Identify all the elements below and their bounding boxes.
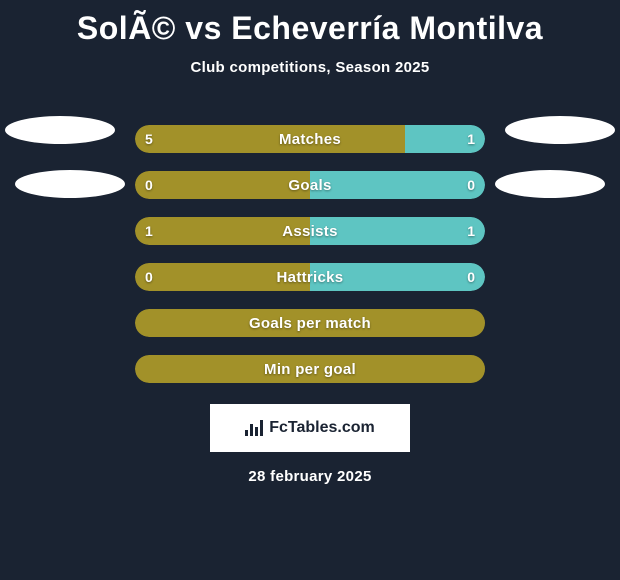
stat-row: Assists 1 1 xyxy=(0,208,620,254)
brand-box: FcTables.com xyxy=(210,404,410,452)
stat-value-right: 1 xyxy=(467,131,475,147)
stat-value-left: 5 xyxy=(145,131,153,147)
bar-chart-icon xyxy=(245,420,263,436)
stat-bar: Goals per match xyxy=(135,309,485,337)
brand-label: FcTables.com xyxy=(269,419,375,437)
stat-row: Goals 0 0 xyxy=(0,162,620,208)
stats-container: Matches51Goals00Assists11Hattricks00Goal… xyxy=(0,116,620,392)
stat-value-left: 1 xyxy=(145,223,153,239)
stat-value-right: 1 xyxy=(467,223,475,239)
stat-value-right: 0 xyxy=(467,177,475,193)
stat-label: Goals per match xyxy=(249,315,371,332)
stat-bar: Assists 1 1 xyxy=(135,217,485,245)
stat-row: Hattricks 0 0 xyxy=(0,254,620,300)
stat-bar: Matches 5 1 xyxy=(135,125,485,153)
bar-right xyxy=(310,171,485,199)
stat-bar: Goals 0 0 xyxy=(135,171,485,199)
stat-value-right: 0 xyxy=(467,269,475,285)
stat-label: Assists xyxy=(282,223,337,240)
stat-value-left: 0 xyxy=(145,269,153,285)
page-title: SolÃ© vs Echeverría Montilva xyxy=(0,0,620,47)
date-line: 28 february 2025 xyxy=(0,468,620,485)
stat-row: Matches 5 1 xyxy=(0,116,620,162)
stat-label: Min per goal xyxy=(264,361,356,378)
stat-value-left: 0 xyxy=(145,177,153,193)
stat-label: Goals xyxy=(288,177,331,194)
stat-row: Goals per match xyxy=(0,300,620,346)
stat-row: Min per goal xyxy=(0,346,620,392)
bar-left xyxy=(135,171,310,199)
bar-left xyxy=(135,125,405,153)
stat-label: Matches xyxy=(279,131,341,148)
stat-bar: Min per goal xyxy=(135,355,485,383)
stat-bar: Hattricks 0 0 xyxy=(135,263,485,291)
stat-label: Hattricks xyxy=(277,269,344,286)
subtitle: Club competitions, Season 2025 xyxy=(0,59,620,76)
